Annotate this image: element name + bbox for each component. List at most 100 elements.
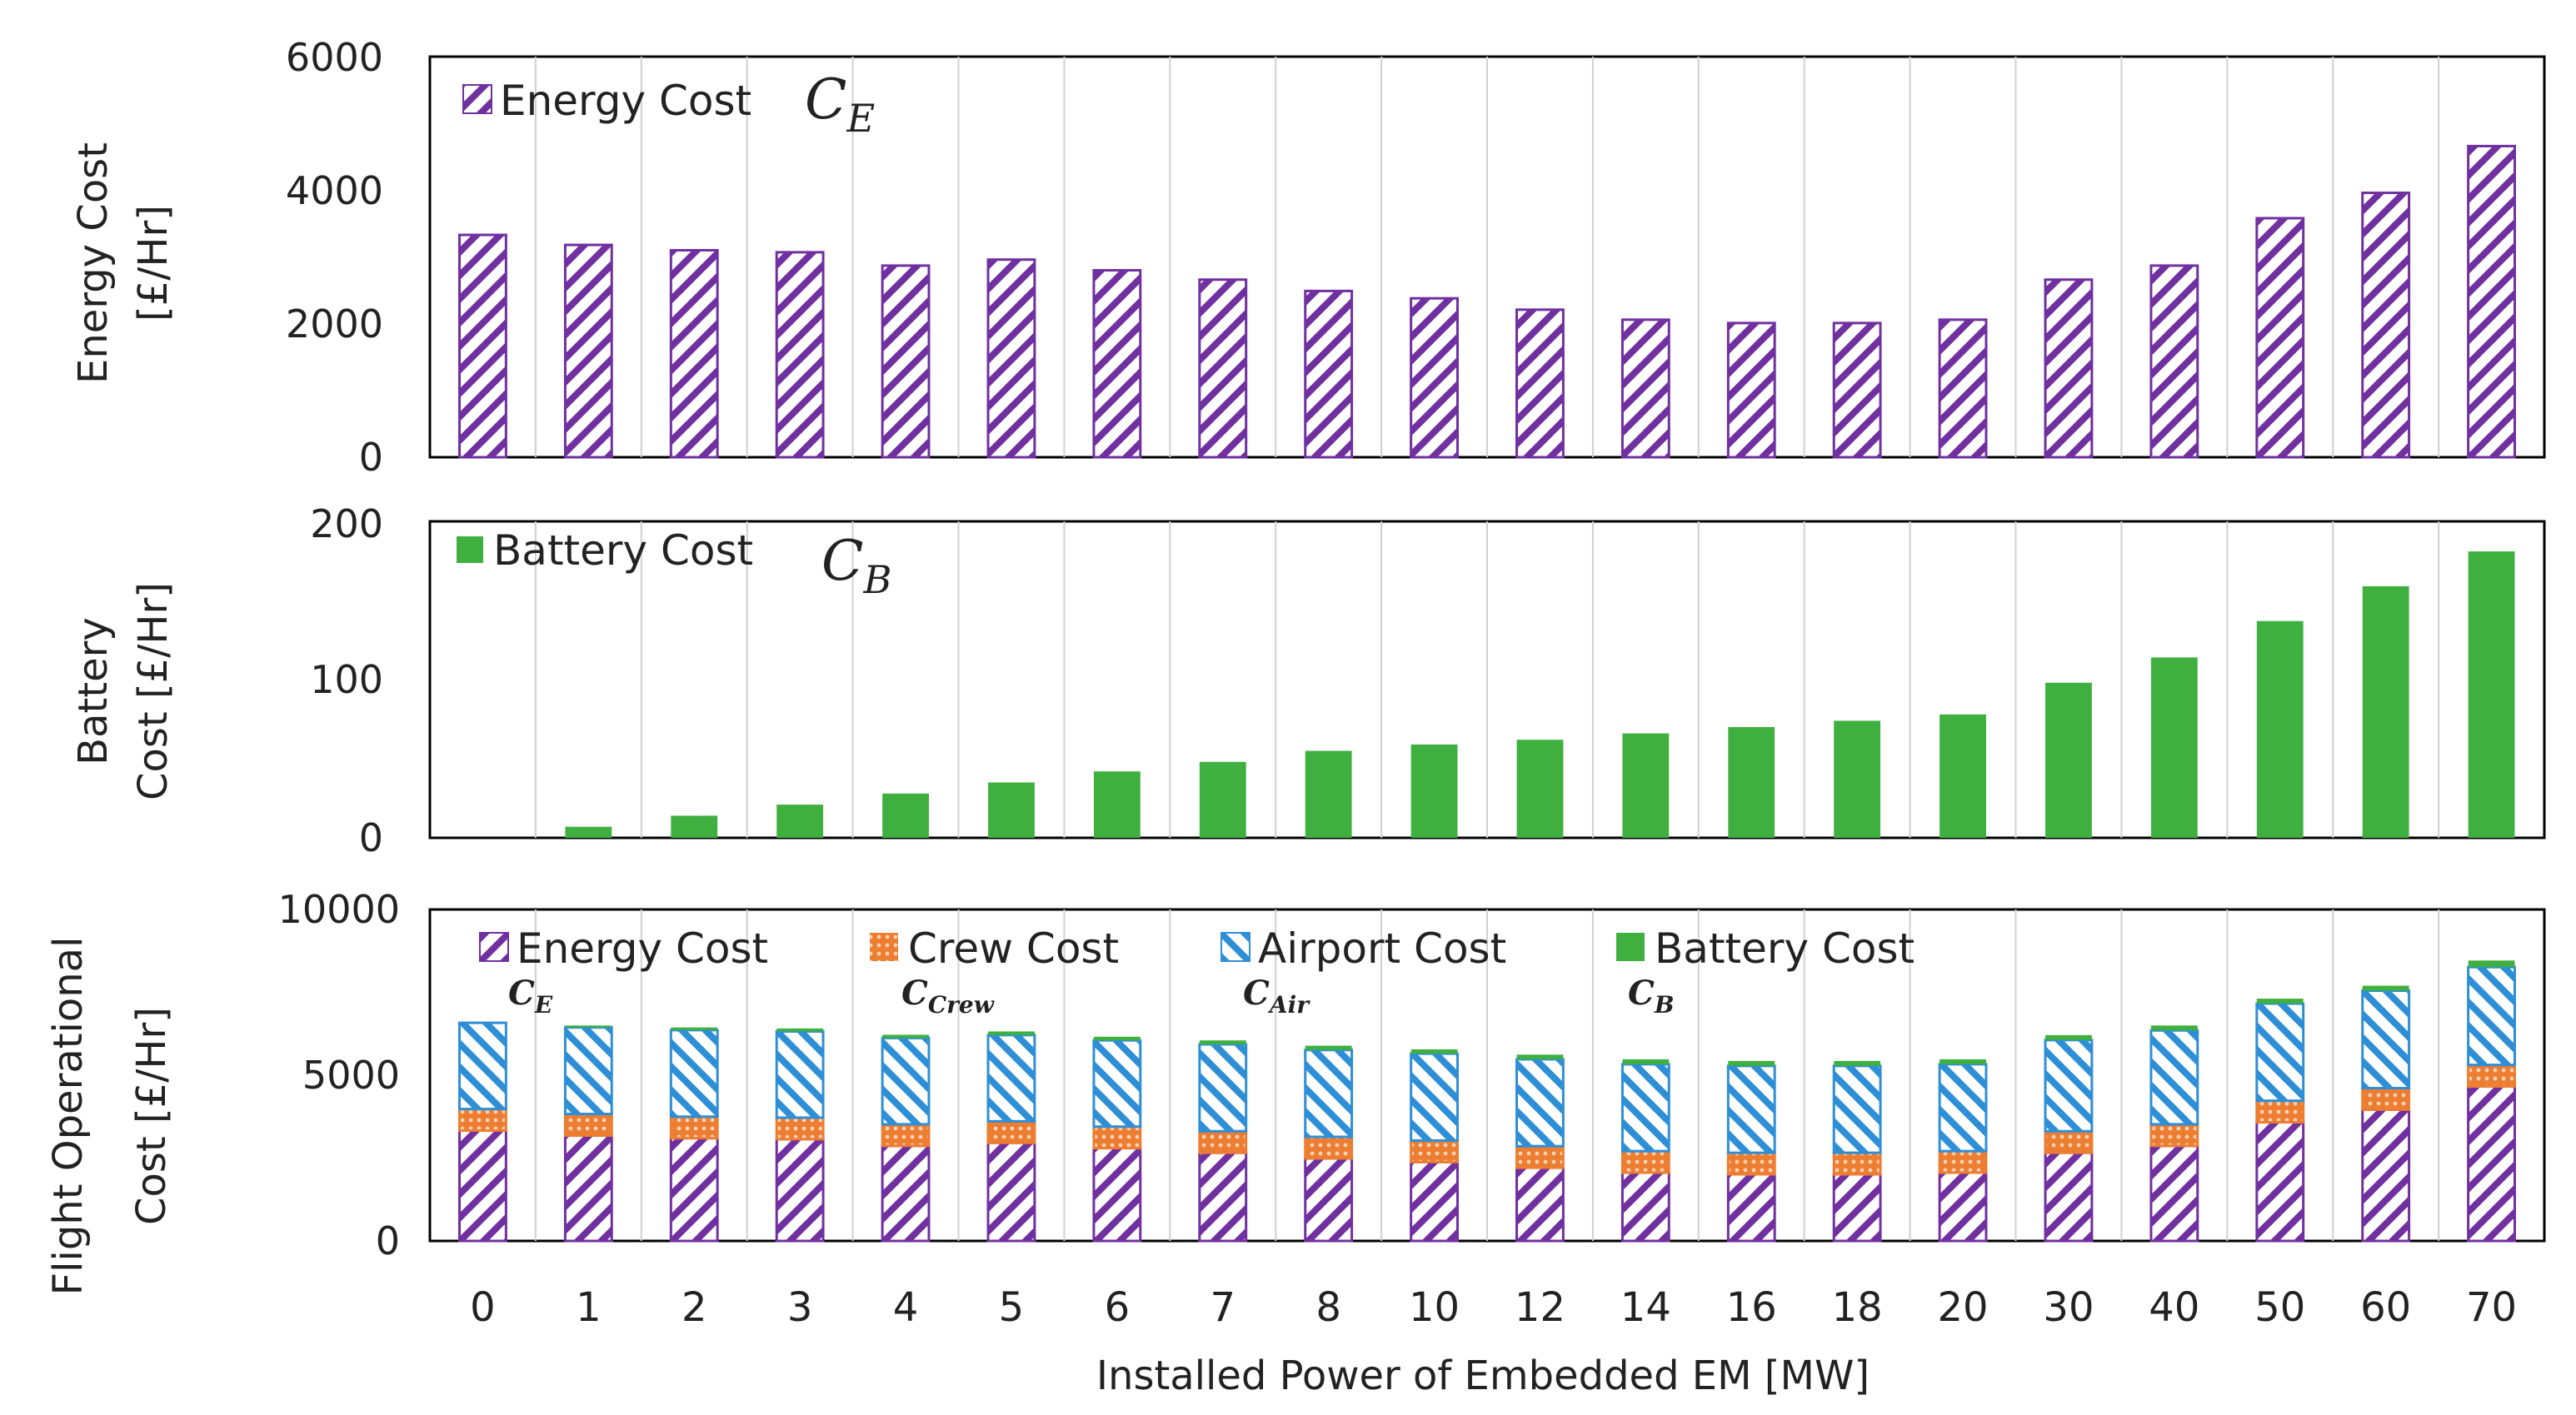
legend-swatch-battery: [457, 536, 483, 563]
bar-battery-cost-3: [776, 1028, 824, 1032]
panel-energy-cost: 0 2000 4000 6000 Energy Cost [£/Hr] Ener…: [70, 35, 2546, 480]
bar-airport-cost-12: [1515, 1058, 1565, 1148]
annotation-symbol: C: [1628, 974, 1655, 1013]
bar-airport-cost-7: [1198, 1043, 1248, 1133]
bar-energy-cost-40: [2149, 264, 2199, 459]
bar-battery-cost-70: [2468, 551, 2515, 838]
bar-energy-cost-5: [986, 1141, 1036, 1243]
bar-airport-cost-40: [2149, 1029, 2199, 1126]
legend-label-airport: Airport Cost: [1258, 924, 1506, 973]
y-tick-label: 0: [359, 815, 383, 860]
bar-battery-cost-6: [1093, 1036, 1141, 1041]
x-tick-label: 7: [1210, 1284, 1236, 1331]
bar-airport-cost-16: [1726, 1064, 1776, 1154]
bar-energy-cost-40: [2149, 1144, 2199, 1243]
x-axis-title: Installed Power of Embedded EM [MW]: [1096, 1353, 1870, 1399]
bar-energy-cost-1: [563, 1133, 613, 1243]
bar-battery-cost-1: [565, 826, 612, 838]
bar-airport-cost-50: [2255, 1002, 2305, 1103]
bar-battery-cost-30: [2045, 1034, 2092, 1040]
bar-battery-cost-7: [1199, 1040, 1246, 1044]
y-tick-label: 2000: [286, 301, 383, 346]
panel-flight-operational-cost: 0 5000 10000 Flight Operational Cost [£/…: [45, 887, 2546, 1399]
bar-energy-cost-16: [1726, 1173, 1776, 1243]
annotation-ce: CE: [805, 67, 875, 141]
bar-crew-cost-16: [1726, 1151, 1776, 1176]
bar-battery-cost-5: [988, 782, 1035, 838]
bar-battery-cost-20: [1939, 1059, 1986, 1064]
bar-energy-cost-0: [458, 233, 507, 459]
bar-energy-cost-7: [1198, 1151, 1248, 1243]
x-tick-label: 2: [681, 1284, 707, 1331]
bar-crew-cost-50: [2255, 1099, 2305, 1124]
bar-energy-cost-10: [1410, 1160, 1459, 1243]
legend-energy: Energy Cost: [462, 77, 751, 125]
annotation-subscript: E: [534, 991, 553, 1019]
bar-airport-cost-0: [458, 1021, 507, 1111]
annotation-symbol: C: [805, 67, 847, 132]
bar-airport-cost-60: [2361, 989, 2411, 1090]
y-tick-label: 200: [310, 501, 383, 546]
bar-energy-cost-6: [1092, 269, 1142, 459]
annotation-ce: CE: [508, 974, 553, 1019]
x-tick-labels: 0 1 2 3 4 5 6 7 8 10 12 14 16 18 20 30 40 50 60 70: [470, 1284, 2517, 1331]
bar-battery-cost-7: [1199, 761, 1246, 838]
bar-airport-cost-3: [775, 1029, 825, 1119]
grid-lines-flight: [534, 909, 2440, 1241]
bar-energy-cost-70: [2467, 1085, 2516, 1243]
bar-energy-cost-8: [1304, 1157, 1354, 1243]
x-tick-label: 16: [1726, 1284, 1777, 1331]
annotation-symbol: C: [1243, 974, 1270, 1013]
bar-battery-cost-40: [2150, 1025, 2198, 1031]
x-tick-label: 60: [2360, 1284, 2411, 1331]
bar-battery-cost-10: [1410, 1049, 1458, 1054]
x-tick-label: 40: [2149, 1284, 2199, 1331]
legend-swatch-energy: [479, 932, 509, 962]
bar-battery-cost-20: [1939, 714, 1986, 838]
bar-battery-cost-2: [671, 1027, 718, 1030]
x-tick-label: 70: [2466, 1284, 2517, 1331]
bar-airport-cost-5: [986, 1034, 1036, 1123]
bar-crew-cost-14: [1620, 1149, 1670, 1174]
x-tick-label: 4: [893, 1284, 919, 1331]
annotation-cb: CB: [821, 529, 891, 602]
annotation-subscript: B: [863, 557, 892, 602]
x-tick-label: 30: [2043, 1284, 2094, 1331]
annotation-symbol: C: [508, 974, 535, 1013]
bar-energy-cost-70: [2467, 144, 2516, 459]
bar-battery-cost-6: [1093, 771, 1141, 838]
legend-label-energy: Energy Cost: [517, 924, 768, 973]
bar-airport-cost-14: [1620, 1063, 1670, 1153]
bar-battery-cost-70: [2468, 960, 2515, 968]
annotation-symbol: C: [821, 529, 864, 593]
bar-energy-cost-18: [1832, 321, 1882, 459]
bar-battery-cost-18: [1834, 720, 1881, 838]
bar-energy-cost-2: [669, 248, 719, 459]
y-tick-label: 4000: [286, 168, 383, 213]
bar-energy-cost-12: [1515, 308, 1565, 459]
legend-swatch-energy: [462, 84, 492, 114]
annotations-flight: CE CCrew CAir CB: [508, 974, 1675, 1019]
bar-battery-cost-18: [1834, 1060, 1881, 1066]
bar-airport-cost-18: [1832, 1064, 1882, 1154]
y-axis-label-line1: Energy Cost: [70, 142, 117, 384]
y-axis-title-energy: Energy Cost [£/Hr]: [70, 142, 177, 384]
bar-battery-cost-8: [1305, 750, 1352, 838]
bar-energy-cost-50: [2255, 1121, 2305, 1243]
bar-crew-cost-2: [669, 1115, 719, 1140]
bar-energy-cost-8: [1304, 289, 1354, 459]
y-tick-label: 0: [376, 1218, 400, 1263]
annotation-subscript: Air: [1267, 991, 1310, 1019]
bar-battery-cost-2: [671, 815, 718, 838]
y-axis-label-line2: Cost [£/Hr]: [130, 582, 177, 800]
x-tick-label: 10: [1409, 1284, 1460, 1331]
bar-energy-cost-4: [881, 264, 931, 459]
bar-crew-cost-30: [2044, 1129, 2094, 1154]
y-tick-label: 100: [310, 657, 383, 702]
bars-energy: [458, 144, 2516, 459]
bar-airport-cost-30: [2044, 1039, 2094, 1133]
bar-energy-cost-30: [2044, 1151, 2094, 1243]
bar-energy-cost-12: [1515, 1166, 1565, 1243]
bar-energy-cost-3: [775, 1138, 825, 1243]
x-tick-label: 6: [1105, 1284, 1131, 1331]
